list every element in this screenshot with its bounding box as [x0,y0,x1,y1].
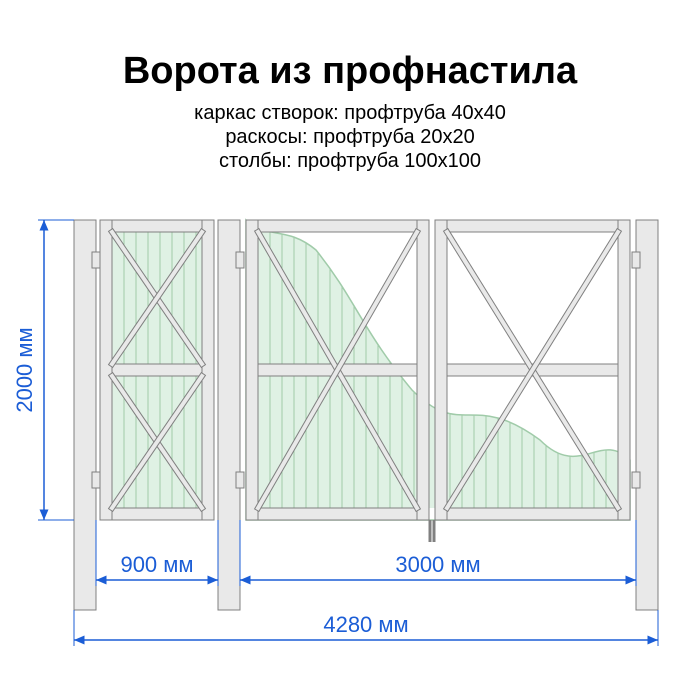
gate-diagram: 2000 мм 900 мм 3000 мм 4280 мм [0,0,700,700]
svg-text:4280 мм: 4280 мм [323,612,408,637]
svg-text:3000 мм: 3000 мм [395,552,480,577]
svg-text:900 мм: 900 мм [120,552,193,577]
svg-text:2000 мм: 2000 мм [12,327,37,412]
